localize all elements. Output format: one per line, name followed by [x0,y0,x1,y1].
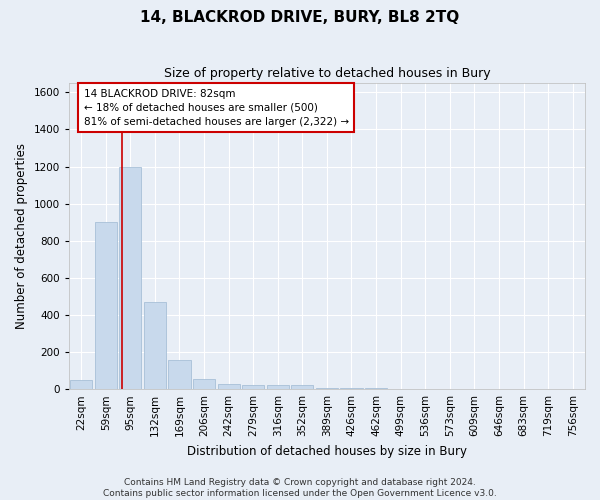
Bar [218,384,239,389]
Bar [365,388,387,389]
Bar [340,388,362,389]
Bar [70,380,92,389]
Bar [242,386,264,389]
Y-axis label: Number of detached properties: Number of detached properties [15,143,28,329]
Bar [119,166,142,389]
Bar [291,386,313,389]
Bar [169,360,191,389]
Text: Contains HM Land Registry data © Crown copyright and database right 2024.
Contai: Contains HM Land Registry data © Crown c… [103,478,497,498]
X-axis label: Distribution of detached houses by size in Bury: Distribution of detached houses by size … [187,444,467,458]
Text: 14, BLACKROD DRIVE, BURY, BL8 2TQ: 14, BLACKROD DRIVE, BURY, BL8 2TQ [140,10,460,25]
Bar [266,386,289,389]
Text: 14 BLACKROD DRIVE: 82sqm
← 18% of detached houses are smaller (500)
81% of semi-: 14 BLACKROD DRIVE: 82sqm ← 18% of detach… [83,88,349,126]
Bar [193,379,215,389]
Bar [144,302,166,389]
Bar [95,222,117,389]
Title: Size of property relative to detached houses in Bury: Size of property relative to detached ho… [164,68,490,80]
Bar [316,388,338,389]
